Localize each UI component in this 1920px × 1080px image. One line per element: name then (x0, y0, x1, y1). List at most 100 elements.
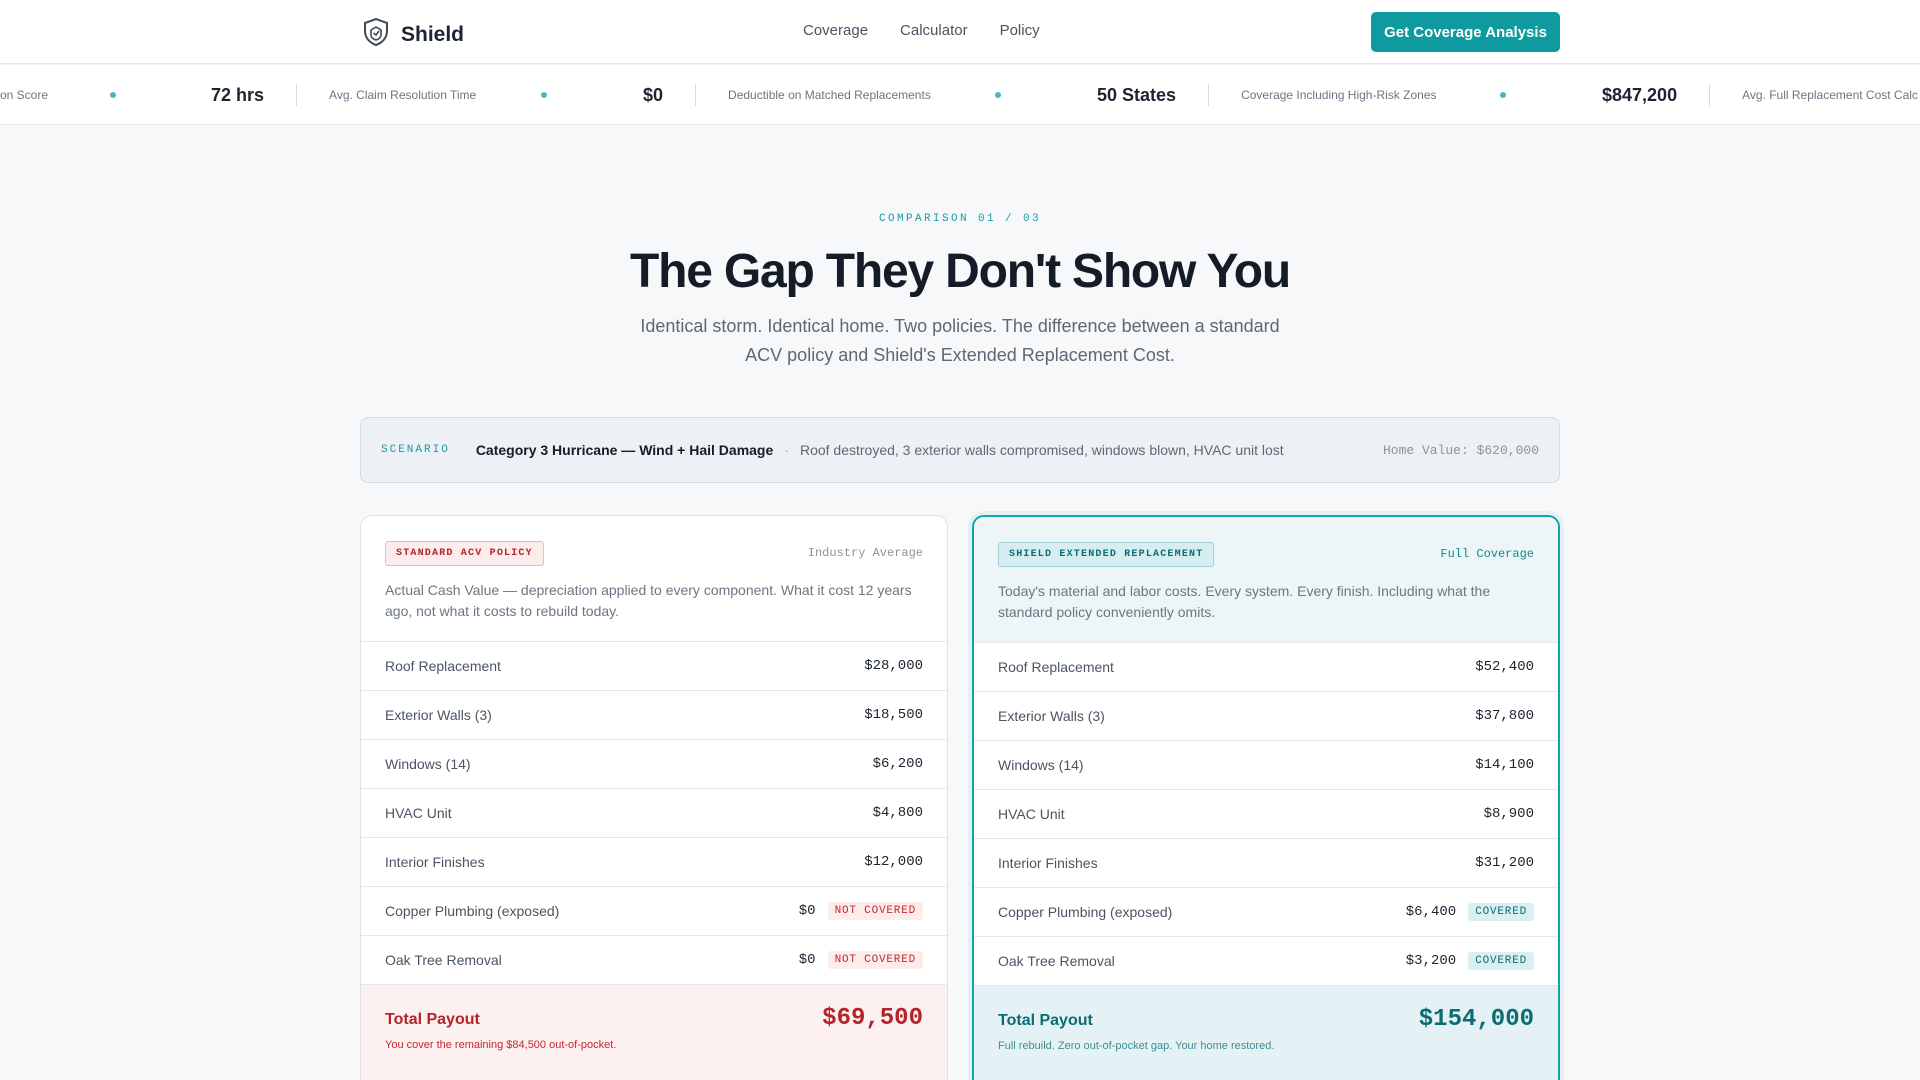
line-item-value: $52,400 (1475, 659, 1534, 675)
top-nav: Shield Coverage Calculator Policy Get Co… (0, 0, 1920, 64)
line-item-row: Exterior Walls (3) $37,800 (974, 692, 1558, 741)
covered-badge: COVERED (1468, 952, 1534, 970)
line-item-label: Oak Tree Removal (998, 953, 1115, 969)
brand-logo[interactable]: Shield (363, 17, 465, 51)
line-item-row: Copper Plumbing (exposed) $0 NOT COVERED (361, 887, 947, 936)
shield-icon (363, 17, 389, 51)
ticker-value: 50 States (1097, 84, 1177, 105)
home-value: Home Value: $620,000 (1382, 442, 1539, 458)
line-item-value: $4,800 (872, 805, 923, 821)
line-item-label: Interior Finishes (385, 854, 485, 870)
line-item-label: Copper Plumbing (exposed) (385, 903, 560, 919)
card-header: SHIELD EXTENDED REPLACEMENT Full Coverag… (974, 517, 1558, 643)
policy-tier-label: Industry Average (807, 546, 923, 560)
line-item-row: Roof Replacement $28,000 (361, 642, 947, 691)
line-item-value: $18,500 (864, 707, 923, 723)
scenario-separator: · (784, 442, 789, 458)
ticker-item: on Score (0, 65, 49, 124)
line-item-value: $8,900 (1483, 806, 1534, 822)
line-item-value: $3,200 (1405, 953, 1457, 969)
scenario-description: Roof destroyed, 3 exterior walls comprom… (799, 442, 1284, 458)
ticker-dot-icon (995, 92, 1001, 98)
ticker-label: Avg. Claim Resolution Time (329, 88, 477, 102)
policy-tier-label: Full Coverage (1440, 547, 1534, 561)
nav-link-coverage[interactable]: Coverage (803, 22, 869, 39)
ticker-label: Coverage Including High-Risk Zones (1241, 88, 1437, 102)
ticker-dot-icon (541, 92, 547, 98)
line-item-value: $31,200 (1475, 855, 1534, 871)
ticker-item: 72 hrs Avg. Claim Resolution Time (211, 65, 477, 124)
policy-badge: STANDARD ACV POLICY (385, 541, 544, 566)
line-item-label: Roof Replacement (998, 659, 1114, 675)
line-item-value: $12,000 (864, 854, 923, 870)
line-item-row: Roof Replacement $52,400 (974, 643, 1558, 692)
ticker-divider (1208, 84, 1210, 106)
line-item-row: Windows (14) $6,200 (361, 740, 947, 789)
ticker-divider (695, 84, 697, 106)
line-items: Roof Replacement $28,000 Exterior Walls … (361, 642, 947, 985)
line-item-label: Exterior Walls (3) (998, 708, 1105, 724)
ticker-item: 50 States Coverage Including High-Risk Z… (1097, 65, 1437, 124)
get-coverage-analysis-button[interactable]: Get Coverage Analysis (1371, 12, 1560, 52)
line-item-label: Exterior Walls (3) (385, 707, 492, 723)
policy-description: Actual Cash Value — depreciation applied… (385, 582, 912, 619)
shield-extended-card: SHIELD EXTENDED REPLACEMENT Full Coverag… (972, 515, 1560, 1080)
line-item-value: $6,200 (872, 756, 923, 772)
nav-link-calculator[interactable]: Calculator (900, 22, 968, 39)
nav-links: Coverage Calculator Policy (803, 22, 1040, 39)
scenario-bar: SCENARIO Category 3 Hurricane — Wind + H… (360, 417, 1560, 483)
ticker-label: Avg. Full Replacement Cost Calc (1742, 88, 1918, 102)
policy-badge: SHIELD EXTENDED REPLACEMENT (998, 542, 1215, 567)
comparison-eyebrow: COMPARISON 01 / 03 (878, 213, 1042, 225)
line-item-label: Copper Plumbing (exposed) (998, 904, 1173, 920)
line-item-value: $14,100 (1475, 757, 1534, 773)
ticker-value: $0 (643, 84, 664, 105)
line-item-value: $0 (798, 903, 816, 919)
line-item-label: Oak Tree Removal (385, 952, 502, 968)
ticker-dot-icon (110, 92, 116, 98)
brand-name: Shield (401, 22, 465, 46)
scenario-title: Category 3 Hurricane — Wind + Hail Damag… (475, 442, 774, 458)
scenario-tag: SCENARIO (381, 444, 450, 456)
ticker-value: $847,200 (1602, 84, 1678, 105)
stats-ticker: on Score 72 hrs Avg. Claim Resolution Ti… (0, 65, 1920, 125)
line-item-row: Oak Tree Removal $3,200 COVERED (974, 937, 1558, 986)
page-title: The Gap They Don't Show You (630, 245, 1291, 298)
ticker-item: $847,200 Avg. Full Replacement Cost Calc (1602, 65, 1918, 124)
policy-description: Today's material and labor costs. Every … (998, 583, 1491, 620)
ticker-value: 72 hrs (211, 84, 265, 105)
line-item-row: Interior Finishes $12,000 (361, 838, 947, 887)
ticker-divider (1709, 84, 1711, 106)
total-payout-note: You cover the remaining $84,500 out-of-p… (385, 1039, 617, 1051)
total-payout-value: $154,000 (1418, 1006, 1534, 1033)
total-payout: Total Payout $154,000 Full rebuild. Zero… (974, 986, 1558, 1080)
line-item-value: $0 (798, 952, 816, 968)
line-item-label: Interior Finishes (998, 855, 1098, 871)
line-item-label: Roof Replacement (385, 658, 501, 674)
ticker-dot-icon (1500, 92, 1506, 98)
ticker-item: $0 Deductible on Matched Replacements (643, 65, 931, 124)
ticker-label: on Score (0, 88, 49, 102)
line-items: Roof Replacement $52,400 Exterior Walls … (974, 643, 1558, 986)
line-item-value: $6,400 (1405, 904, 1457, 920)
total-payout-label: Total Payout (385, 1011, 480, 1028)
not-covered-badge: NOT COVERED (827, 951, 923, 969)
standard-policy-card: STANDARD ACV POLICY Industry Average Act… (360, 515, 948, 1080)
covered-badge: COVERED (1468, 903, 1534, 921)
line-item-label: HVAC Unit (385, 805, 452, 821)
card-header: STANDARD ACV POLICY Industry Average Act… (361, 516, 947, 642)
ticker-label: Deductible on Matched Replacements (728, 88, 931, 102)
line-item-label: Windows (14) (998, 757, 1084, 773)
not-covered-badge: NOT COVERED (827, 902, 923, 920)
total-payout-note: Full rebuild. Zero out-of-pocket gap. Yo… (998, 1040, 1275, 1052)
line-item-row: Windows (14) $14,100 (974, 741, 1558, 790)
line-item-row: Copper Plumbing (exposed) $6,400 COVERED (974, 888, 1558, 937)
line-item-value: $37,800 (1475, 708, 1534, 724)
nav-link-policy[interactable]: Policy (999, 22, 1040, 39)
line-item-label: HVAC Unit (998, 806, 1065, 822)
total-payout-label: Total Payout (998, 1012, 1093, 1029)
line-item-row: Interior Finishes $31,200 (974, 839, 1558, 888)
line-item-row: Oak Tree Removal $0 NOT COVERED (361, 936, 947, 985)
total-payout: Total Payout $69,500 You cover the remai… (361, 985, 947, 1080)
ticker-divider (296, 84, 298, 106)
